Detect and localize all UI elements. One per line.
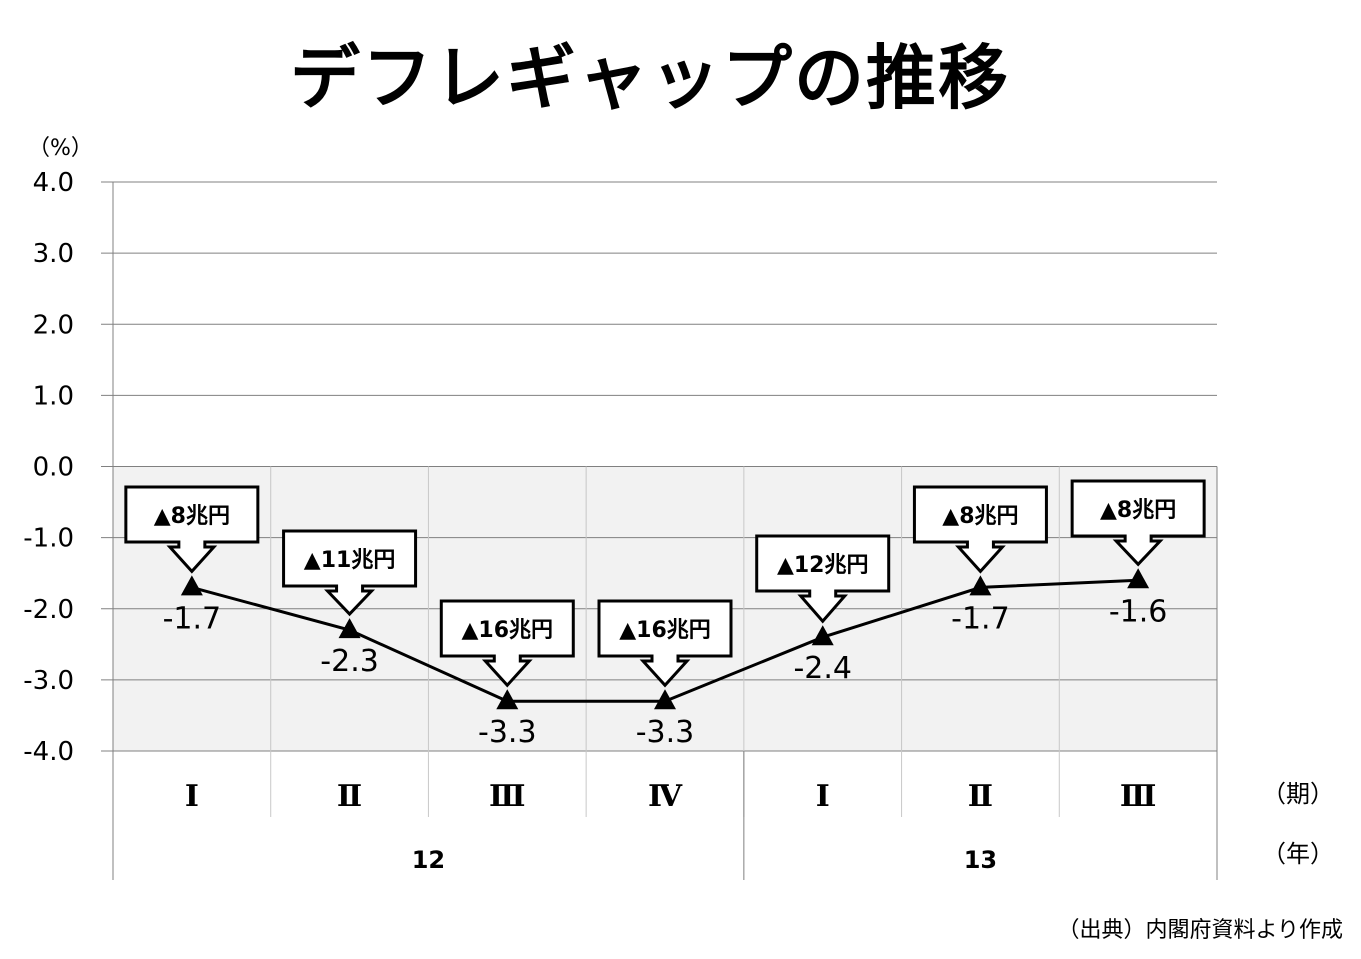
callout-box: [912, 485, 1048, 574]
callout-label: ▲8兆円: [1100, 498, 1176, 523]
x-category-label: Ⅰ: [185, 779, 199, 814]
data-point-marker: [654, 689, 676, 710]
y-tick-label: 4.0: [33, 168, 74, 198]
y-tick-label: -4.0: [23, 737, 74, 767]
callout-box: [755, 534, 891, 624]
y-axis-unit: （%）: [28, 136, 93, 161]
callout-label: ▲16兆円: [462, 618, 554, 643]
year-unit-label: （年）: [1262, 840, 1334, 868]
x-category-label: Ⅳ: [648, 779, 683, 814]
data-label: -1.7: [951, 601, 1010, 636]
y-tick-label: 2.0: [33, 310, 74, 340]
data-label: -3.3: [478, 715, 537, 750]
data-label: -1.6: [1109, 594, 1168, 629]
y-tick-label: -2.0: [23, 595, 74, 625]
callout-box: [282, 529, 418, 617]
period-unit-label: （期）: [1262, 780, 1334, 808]
callout-label: ▲11兆円: [304, 548, 396, 573]
callout-box: [1070, 479, 1206, 567]
y-tick-label: -1.0: [23, 524, 74, 554]
x-category-label: Ⅱ: [968, 779, 993, 814]
x-year-label: 13: [964, 846, 997, 874]
y-tick-label: 0.0: [33, 453, 74, 483]
data-point-marker: [338, 618, 361, 639]
data-label: -3.3: [636, 715, 695, 750]
source-note: （出典）内閣府資料より作成: [1057, 918, 1343, 943]
data-point-marker: [969, 575, 992, 596]
data-label: -1.7: [163, 601, 222, 636]
data-point-marker: [1127, 568, 1150, 589]
y-tick-label: -3.0: [23, 666, 74, 696]
data-point-marker: [811, 625, 834, 646]
callout-box: [439, 599, 575, 688]
callout-label: ▲8兆円: [154, 504, 230, 529]
x-category-label: Ⅲ: [489, 779, 526, 814]
data-point-marker: [180, 575, 203, 596]
data-point-marker: [496, 689, 519, 710]
callout-label: ▲12兆円: [777, 553, 869, 578]
chart-title: デフレギャップの推移: [290, 37, 1010, 119]
y-tick-label: 1.0: [33, 381, 74, 411]
callout-box: [124, 485, 260, 574]
x-category-label: Ⅲ: [1120, 779, 1157, 814]
callout-box: [597, 599, 733, 688]
x-category-label: Ⅰ: [816, 779, 830, 814]
data-label: -2.3: [320, 644, 379, 679]
callout-label: ▲16兆円: [619, 618, 711, 643]
x-category-label: Ⅱ: [337, 779, 362, 814]
data-label: -2.4: [793, 651, 852, 686]
callout-label: ▲8兆円: [942, 504, 1018, 529]
y-tick-label: 3.0: [33, 239, 74, 269]
x-year-label: 12: [412, 846, 445, 874]
